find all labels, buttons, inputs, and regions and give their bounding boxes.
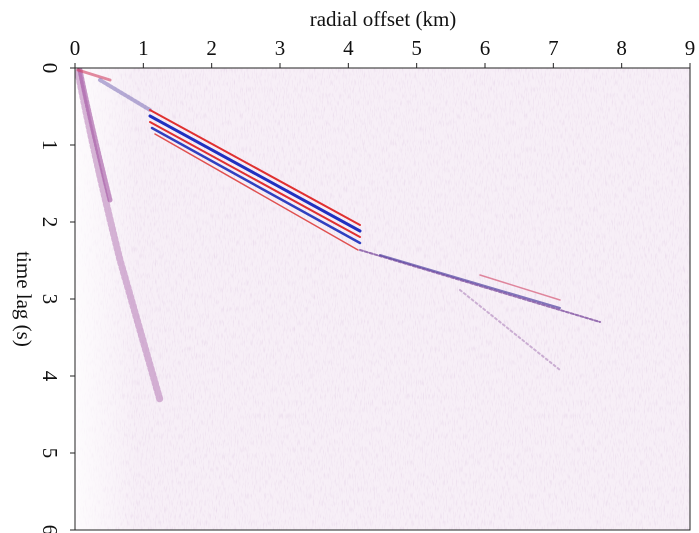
y-tick-label: 4 <box>38 371 62 382</box>
x-tick-label: 9 <box>685 36 696 60</box>
x-tick-label: 3 <box>275 36 286 60</box>
x-tick-label: 6 <box>480 36 491 60</box>
x-axis-label: radial offset (km) <box>310 7 457 31</box>
seismic-image <box>74 67 690 530</box>
x-tick-label: 7 <box>548 36 559 60</box>
y-tick-label: 0 <box>38 63 62 74</box>
x-tick-label: 2 <box>206 36 217 60</box>
y-axis-label: time lag (s) <box>12 251 36 347</box>
x-tick-label: 4 <box>343 36 354 60</box>
y-tick-label: 3 <box>38 294 62 305</box>
x-tick-label: 8 <box>616 36 627 60</box>
y-tick-label: 1 <box>38 140 62 151</box>
y-tick-label: 5 <box>38 448 62 459</box>
x-tick-label: 5 <box>411 36 422 60</box>
y-tick-label: 2 <box>38 217 62 228</box>
x-tick-label: 1 <box>138 36 149 60</box>
x-tick-label: 0 <box>70 36 81 60</box>
y-tick-label: 6 <box>38 525 62 533</box>
